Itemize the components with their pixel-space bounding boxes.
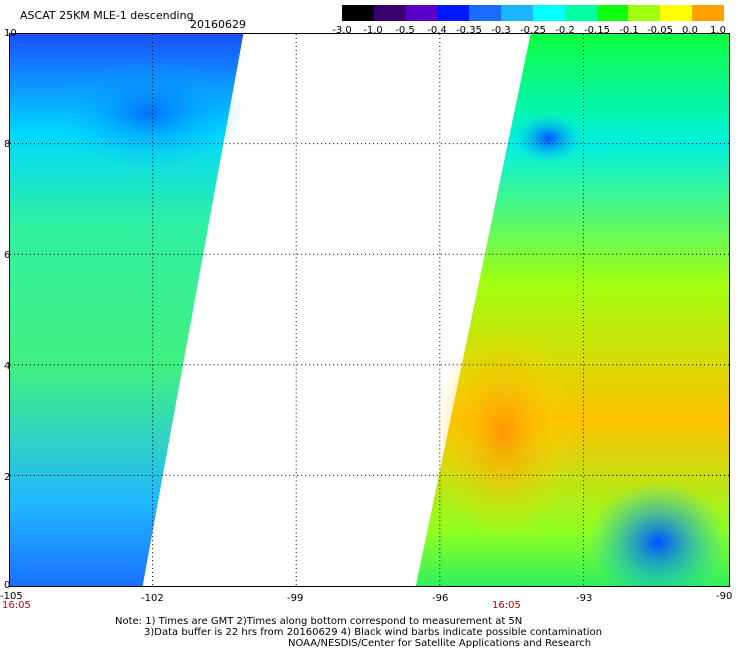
y-tick-label: 0 <box>4 580 11 591</box>
x-tick-label: -93 <box>576 593 593 604</box>
x-tick-label: -90 <box>716 591 733 602</box>
swath-left-feature <box>54 58 245 169</box>
note-line-2: 3)Data buffer is 22 hrs from 20160629 4)… <box>144 627 602 638</box>
colorbar-label: -0.1 <box>619 25 639 36</box>
map-title: ASCAT 25KM MLE-1 descending <box>20 9 194 22</box>
colorbar-label: 0.0 <box>682 25 698 36</box>
colorbar-label: -0.3 <box>491 25 511 36</box>
colorbar-label: -0.35 <box>456 25 482 36</box>
colorbar <box>342 5 724 21</box>
swath-right-feature <box>588 482 728 586</box>
colorbar-swatch-5 <box>501 5 533 21</box>
y-tick-label: 4 <box>4 361 11 372</box>
colorbar-swatch-1 <box>373 5 406 21</box>
x-tick-label: -99 <box>287 593 304 604</box>
colorbar-swatch-7 <box>564 5 597 21</box>
colorbar-label: -0.4 <box>427 25 447 36</box>
swath-right-feature <box>433 322 574 543</box>
colorbar-label: 1.0 <box>710 25 726 36</box>
y-tick-label: 2 <box>4 472 11 483</box>
colorbar-label: -0.5 <box>395 25 415 36</box>
colorbar-label: -1.0 <box>363 25 383 36</box>
x-tick-label: -96 <box>432 593 449 604</box>
colorbar-swatch-2 <box>405 5 438 21</box>
time-label-right: 16:05 <box>492 600 521 611</box>
colorbar-swatch-9 <box>628 5 661 21</box>
colorbar-label: -0.25 <box>520 25 546 36</box>
colorbar-label: -0.15 <box>584 25 610 36</box>
y-tick-label: 10 <box>4 28 17 39</box>
colorbar-swatch-0 <box>342 5 374 21</box>
colorbar-label: -0.2 <box>555 25 575 36</box>
colorbar-swatch-10 <box>660 5 693 21</box>
x-tick-label: -102 <box>141 593 164 604</box>
colorbar-swatch-4 <box>469 5 502 21</box>
swath-right-feature <box>513 113 584 164</box>
grid-lines <box>10 34 729 586</box>
colorbar-swatch-6 <box>532 5 565 21</box>
y-tick-label: 8 <box>4 139 11 150</box>
note-line-1: Note: 1) Times are GMT 2)Times along bot… <box>115 616 523 627</box>
wind-map <box>9 33 730 587</box>
colorbar-swatch-3 <box>437 5 470 21</box>
x-tick-label: -105 <box>0 591 23 602</box>
colorbar-label: -0.05 <box>647 25 673 36</box>
colorbar-swatch-8 <box>596 5 629 21</box>
map-date: 20160629 <box>190 18 246 31</box>
note-line-3: NOAA/NESDIS/Center for Satellite Applica… <box>288 638 592 649</box>
swath-left <box>10 34 244 586</box>
colorbar-label: -3.0 <box>332 25 352 36</box>
time-label-left: 16:05 <box>2 600 31 611</box>
y-tick-label: 6 <box>4 250 11 261</box>
colorbar-swatch-11 <box>692 5 724 21</box>
